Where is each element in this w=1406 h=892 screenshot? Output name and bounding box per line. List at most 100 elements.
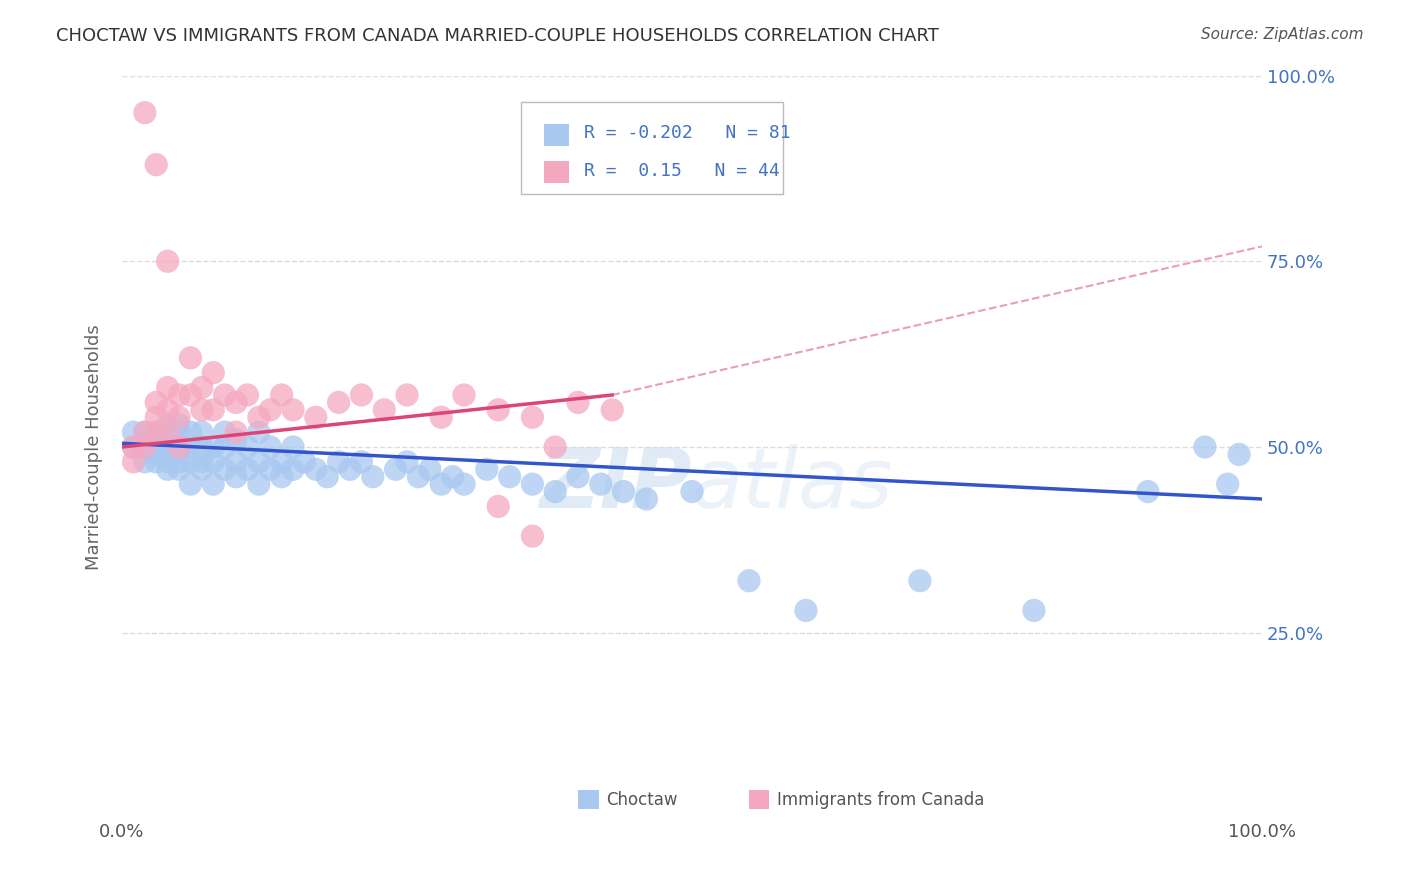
Point — [339, 462, 361, 476]
Point — [636, 491, 658, 506]
Point — [281, 440, 304, 454]
Point — [145, 395, 167, 409]
Point — [328, 395, 350, 409]
FancyBboxPatch shape — [578, 790, 599, 809]
Point — [1227, 447, 1250, 461]
Point — [270, 455, 292, 469]
FancyBboxPatch shape — [544, 124, 569, 146]
Point — [247, 425, 270, 439]
Point — [305, 462, 328, 476]
Point — [156, 462, 179, 476]
Point — [316, 469, 339, 483]
Text: Choctaw: Choctaw — [606, 791, 678, 809]
Point — [145, 447, 167, 461]
Point — [145, 425, 167, 439]
Point — [202, 455, 225, 469]
Point — [1022, 603, 1045, 617]
Point — [145, 425, 167, 439]
Point — [156, 455, 179, 469]
Point — [122, 455, 145, 469]
Point — [167, 462, 190, 476]
Point — [567, 469, 589, 483]
Point — [225, 395, 247, 409]
Point — [247, 477, 270, 491]
Point — [134, 425, 156, 439]
Point — [544, 440, 567, 454]
Point — [191, 402, 214, 417]
Point — [214, 425, 236, 439]
Text: Source: ZipAtlas.com: Source: ZipAtlas.com — [1201, 27, 1364, 42]
Point — [486, 402, 509, 417]
Point — [408, 469, 430, 483]
Point — [156, 402, 179, 417]
Point — [395, 388, 418, 402]
FancyBboxPatch shape — [544, 161, 569, 183]
Point — [681, 484, 703, 499]
Point — [134, 440, 156, 454]
Point — [613, 484, 636, 499]
Point — [156, 425, 179, 439]
Point — [191, 455, 214, 469]
Point — [225, 469, 247, 483]
Point — [270, 388, 292, 402]
Point — [395, 455, 418, 469]
Point — [225, 433, 247, 447]
Point — [145, 410, 167, 425]
Point — [191, 425, 214, 439]
Point — [794, 603, 817, 617]
Point — [430, 410, 453, 425]
Point — [179, 388, 201, 402]
Point — [134, 455, 156, 469]
Point — [214, 388, 236, 402]
Point — [247, 455, 270, 469]
Point — [430, 477, 453, 491]
Point — [1136, 484, 1159, 499]
Point — [167, 455, 190, 469]
Point — [202, 402, 225, 417]
FancyBboxPatch shape — [522, 102, 783, 194]
Point — [145, 433, 167, 447]
Point — [361, 469, 384, 483]
Point — [522, 529, 544, 543]
Point — [738, 574, 761, 588]
Point — [419, 462, 441, 476]
Point — [589, 477, 612, 491]
Point — [167, 425, 190, 439]
Point — [191, 462, 214, 476]
Point — [202, 366, 225, 380]
Point — [281, 462, 304, 476]
Point — [350, 388, 373, 402]
Point — [328, 455, 350, 469]
Point — [453, 477, 475, 491]
Point — [498, 469, 520, 483]
Text: R = -0.202   N = 81: R = -0.202 N = 81 — [583, 125, 790, 143]
Point — [522, 410, 544, 425]
Point — [145, 440, 167, 454]
Point — [167, 417, 190, 432]
Point — [122, 425, 145, 439]
Point — [179, 455, 201, 469]
Point — [247, 410, 270, 425]
Point — [373, 402, 395, 417]
Point — [145, 158, 167, 172]
Y-axis label: Married-couple Households: Married-couple Households — [86, 324, 103, 570]
Point — [191, 440, 214, 454]
Point — [156, 254, 179, 268]
Point — [236, 388, 259, 402]
Point — [202, 477, 225, 491]
Point — [191, 380, 214, 394]
Text: ZIP: ZIP — [540, 443, 692, 524]
Point — [156, 440, 179, 454]
Point — [122, 440, 145, 454]
Point — [259, 402, 281, 417]
Point — [236, 440, 259, 454]
Point — [281, 402, 304, 417]
Point — [167, 410, 190, 425]
Point — [179, 440, 201, 454]
FancyBboxPatch shape — [749, 790, 769, 809]
Point — [202, 440, 225, 454]
Point — [486, 500, 509, 514]
Point — [1194, 440, 1216, 454]
Point — [384, 462, 406, 476]
Point — [145, 455, 167, 469]
